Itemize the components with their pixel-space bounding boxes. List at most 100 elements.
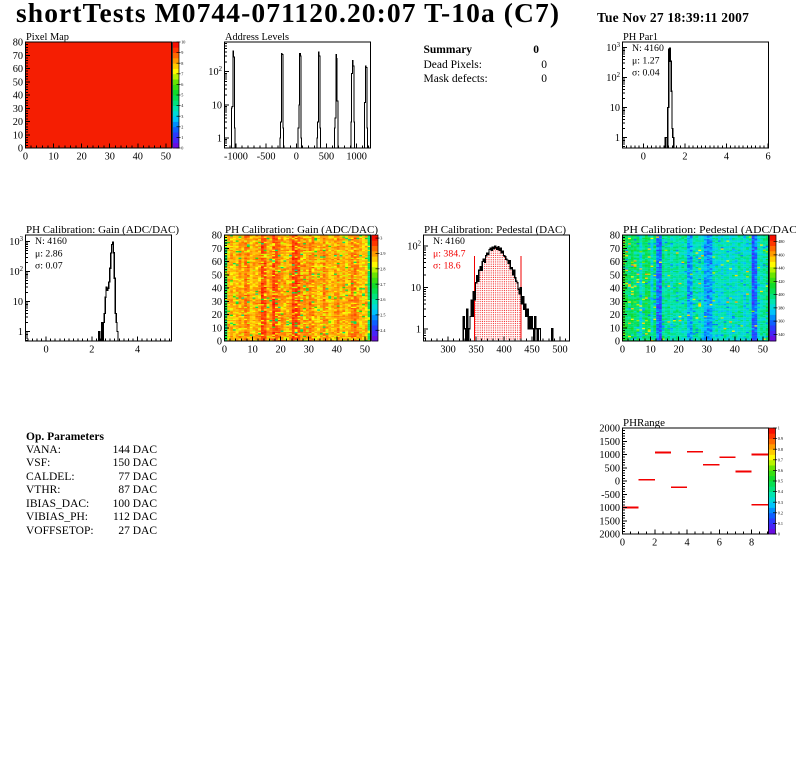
op-parameter-value: 144 DAC — [112, 443, 157, 456]
svg-text:2: 2 — [89, 345, 94, 356]
histogram-outline — [98, 241, 119, 342]
svg-text:7: 7 — [181, 71, 183, 76]
x-axis: -1000 -500 0 500 1000 — [224, 143, 370, 163]
chart-title: PH Calibration: Gain (ADC/DAC) — [26, 225, 180, 236]
svg-text:40: 40 — [133, 152, 143, 163]
svg-text:2.5: 2.5 — [380, 312, 385, 317]
stats-text: σ: 0.07 — [35, 261, 63, 272]
x-axis: 300 350 400 450 500 — [425, 336, 568, 356]
date-label: Tue Nov 27 18:39:11 2007 — [597, 9, 750, 25]
x-axis: 0 10 20 30 40 50 — [23, 143, 172, 163]
svg-text:1: 1 — [416, 324, 421, 335]
svg-text:0: 0 — [641, 152, 646, 163]
summary-row-label: Dead Pixels: — [423, 58, 482, 71]
y-axis: 1 10 102 — [407, 240, 428, 339]
stats-text: μ: 384.7 — [433, 248, 466, 259]
svg-text:70: 70 — [13, 51, 23, 62]
svg-text:2.8: 2.8 — [380, 266, 385, 271]
svg-text:50: 50 — [212, 270, 222, 281]
svg-text:40: 40 — [332, 345, 342, 356]
chart-title: Address Levels — [225, 32, 289, 43]
svg-text:10: 10 — [411, 283, 421, 294]
y-axis: 1 10 102 — [208, 43, 229, 149]
svg-text:8: 8 — [181, 61, 183, 66]
svg-text:103: 103 — [606, 42, 620, 54]
svg-text:3: 3 — [380, 236, 382, 241]
svg-text:102: 102 — [407, 240, 421, 252]
plot-frame — [25, 234, 172, 342]
y-axis: 0 10 20 30 40 50 60 70 80 — [212, 231, 229, 348]
color-scale: 0 1 2 3 4 5 6 7 8 9 10 — [172, 40, 185, 151]
svg-text:6: 6 — [766, 152, 771, 163]
svg-text:30: 30 — [212, 297, 222, 308]
svg-text:20: 20 — [212, 310, 222, 321]
summary-heading-value: 0 — [533, 43, 539, 56]
svg-text:4: 4 — [181, 103, 184, 108]
svg-text:20: 20 — [77, 152, 87, 163]
svg-text:300: 300 — [440, 345, 455, 356]
y-axis: 0 10 20 30 40 50 60 70 80 — [13, 38, 30, 155]
svg-text:0: 0 — [217, 337, 222, 348]
svg-text:500: 500 — [552, 345, 567, 356]
op-parameters-heading: Op. Parameters — [26, 430, 104, 443]
summary-panel: Summary 0 Dead Pixels: 0 Mask defects: 0 — [398, 0, 597, 193]
svg-text:2.9: 2.9 — [380, 251, 385, 256]
x-axis: 0 2 4 6 — [622, 143, 771, 163]
color-scale: 3 2.9 2.8 2.7 2.6 2.5 2.4 — [371, 234, 386, 342]
svg-text:1: 1 — [181, 135, 183, 140]
stats-text: N: 4160 — [35, 236, 67, 247]
summary-row-label: Mask defects: — [423, 73, 488, 85]
heatmap-cells — [622, 235, 769, 342]
chart-title: PH Calibration: Gain (ADC/DAC) — [225, 225, 379, 236]
chart-title: PH Calibration: Pedestal (DAC) — [424, 225, 567, 236]
svg-text:10: 10 — [610, 103, 620, 114]
op-parameter-value: 27 DAC — [118, 524, 157, 537]
op-parameter-label: VANA: — [26, 443, 61, 456]
chart-title: Pixel Map — [26, 32, 69, 43]
svg-text:0: 0 — [222, 345, 227, 356]
op-parameter-label: IBIAS_DAC: — [26, 497, 90, 510]
summary-row-value: 0 — [541, 58, 547, 71]
svg-text:1: 1 — [18, 327, 23, 338]
stats-text: N: 4160 — [433, 236, 465, 247]
x-axis: 0 10 20 30 40 50 — [222, 336, 371, 356]
op-parameters-panel: Op. Parameters VANA: 144 DAC VSF: 150 DA… — [0, 386, 199, 579]
svg-text:60: 60 — [212, 257, 222, 268]
chart-title: PHRange — [623, 418, 665, 429]
op-parameter-label: VSF: — [26, 457, 51, 469]
stats-text: σ: 18.6 — [433, 261, 461, 272]
svg-text:103: 103 — [9, 236, 23, 248]
svg-text:0: 0 — [23, 152, 28, 163]
op-parameter-value: 150 DAC — [112, 457, 157, 469]
svg-text:50: 50 — [13, 77, 23, 88]
svg-text:60: 60 — [13, 64, 23, 75]
op-parameter-label: VTHR: — [26, 484, 61, 496]
x-axis: 0 2 4 — [27, 336, 171, 356]
heatmap-cells — [224, 235, 371, 342]
op-parameter-value: 112 DAC — [113, 511, 157, 523]
svg-text:400: 400 — [496, 345, 511, 356]
op-parameter-label: CALDEL: — [26, 470, 75, 483]
svg-text:1000: 1000 — [346, 152, 367, 163]
svg-text:10: 10 — [13, 297, 23, 308]
selected-region-fill — [474, 246, 521, 341]
svg-text:40: 40 — [13, 91, 23, 102]
stats-text: μ: 2.86 — [35, 248, 63, 259]
chart-title: PH Calibration: Pedestal (ADC/DAC — [623, 225, 796, 236]
svg-text:80: 80 — [13, 38, 23, 49]
svg-text:102: 102 — [606, 72, 620, 84]
svg-text:80: 80 — [212, 231, 222, 242]
plot-frame — [622, 41, 769, 149]
svg-text:1: 1 — [615, 133, 620, 144]
ph-range-plot: PHRange 0 2 4 6 82000150010005000-50010001500… — [599, 418, 783, 549]
summary-row-value: 0 — [541, 73, 547, 85]
svg-text:50: 50 — [360, 345, 370, 356]
stats-text: σ: 0.04 — [632, 68, 660, 79]
svg-text:20: 20 — [13, 117, 23, 128]
svg-text:9: 9 — [181, 50, 183, 55]
svg-text:2.6: 2.6 — [380, 297, 385, 302]
svg-text:-1000: -1000 — [224, 152, 248, 163]
